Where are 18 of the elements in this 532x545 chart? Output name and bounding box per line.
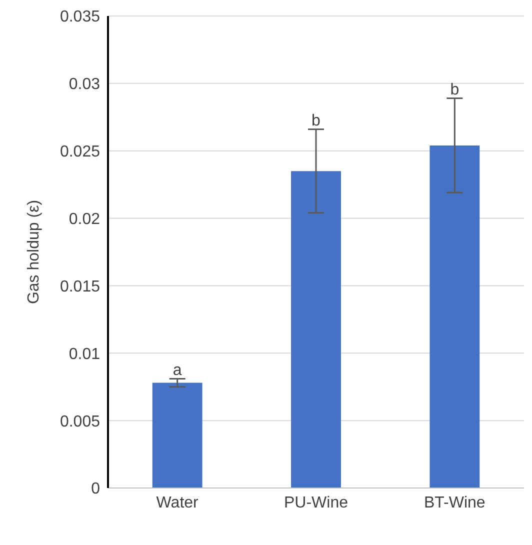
y-tick-label: 0.005 <box>60 413 100 430</box>
x-tick-label: Water <box>156 494 200 512</box>
x-tick-label: BT-Wine <box>424 494 486 512</box>
bar <box>430 145 480 488</box>
y-tick-label: 0.015 <box>60 278 100 296</box>
y-tick-label: 0.03 <box>68 76 100 94</box>
y-tick-label: 0.01 <box>68 346 100 363</box>
y-tick-label: 0.025 <box>60 144 100 161</box>
y-tick-label: 0.035 <box>60 8 100 26</box>
y-axis-title: Gas holdup (ε) <box>26 200 43 304</box>
annotation: b <box>312 112 321 130</box>
bar <box>291 171 341 488</box>
y-tick-label: 0 <box>91 480 100 498</box>
bar <box>152 382 202 488</box>
annotation: b <box>450 81 460 98</box>
annotation: a <box>172 362 182 379</box>
y-tick-label: 0.02 <box>68 210 100 228</box>
x-tick-label: PU-Wine <box>284 494 348 512</box>
